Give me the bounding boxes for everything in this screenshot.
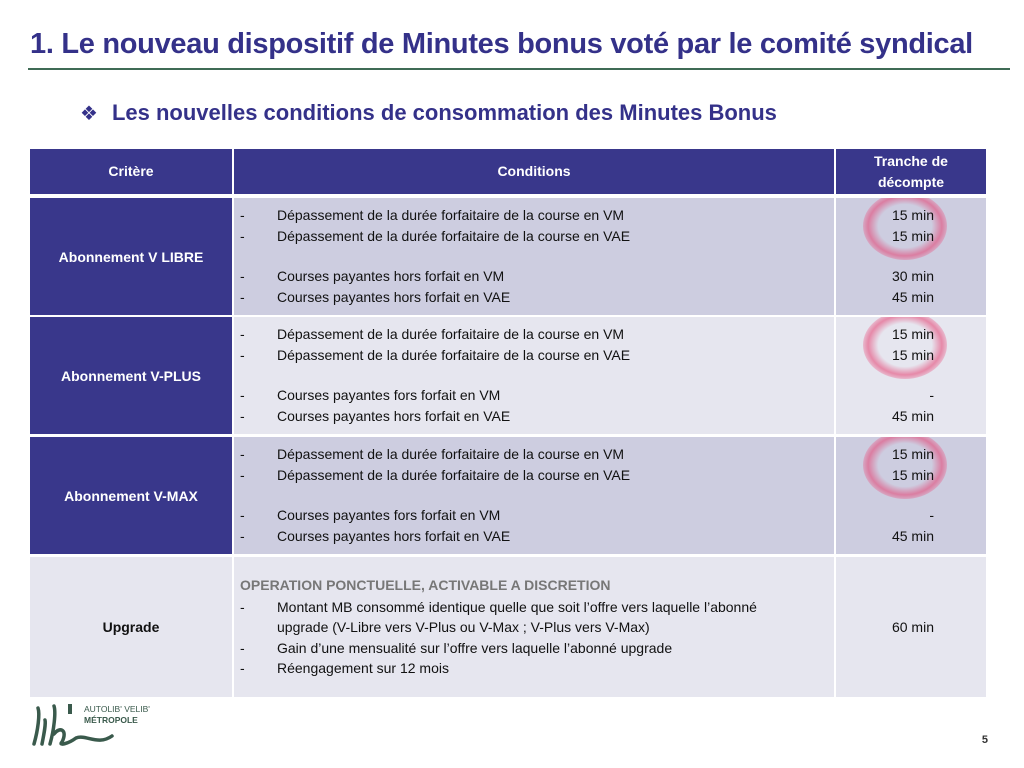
condition-text: Courses payantes fors forfait en VM (277, 387, 501, 403)
tranche-value: - (929, 507, 934, 523)
page-number: 5 (981, 734, 988, 746)
highlight-circle (863, 198, 947, 260)
tranche-value: 15 min (891, 347, 934, 363)
dash: - (240, 207, 245, 223)
tranche-value: 15 min (891, 207, 934, 223)
upgrade-item-cont: upgrade (V-Libre vers V-Plus ou V-Max ; … (277, 619, 650, 635)
condition-text: Dépassement de la durée forfaitaire de l… (277, 228, 631, 244)
condition-text: Courses payantes hors forfait en VM (277, 268, 505, 284)
title-divider (28, 68, 1010, 70)
condition-text: Courses payantes hors forfait en VAE (277, 528, 511, 544)
dash: - (240, 347, 245, 363)
dash: - (240, 660, 245, 676)
dash: - (240, 528, 245, 544)
upgrade-value: 60 min (891, 619, 934, 635)
criterion-v-libre: Abonnement V LIBRE (30, 198, 232, 315)
upgrade-item: Réengagement sur 12 mois (277, 660, 449, 676)
condition-text: Dépassement de la durée forfaitaire de l… (277, 326, 625, 342)
four-diamonds-icon: ❖ (80, 103, 98, 125)
values-v-max: 15 min 15 min - 45 min (836, 437, 986, 554)
values-v-plus: 15 min 15 min - 45 min (836, 317, 986, 434)
dash: - (240, 408, 245, 424)
condition-text: Dépassement de la durée forfaitaire de l… (277, 207, 625, 223)
lib-metropole-logo: AUTOLIB' VELIB' MÉTROPOLE (28, 700, 150, 753)
dash: - (240, 268, 245, 284)
condition-text: Courses payantes hors forfait en VAE (277, 289, 511, 305)
dash: - (240, 326, 245, 342)
dash: - (240, 387, 245, 403)
criterion-v-plus: Abonnement V-PLUS (30, 317, 232, 434)
logo-line1: AUTOLIB' VELIB' (84, 704, 150, 714)
subtitle-text: Les nouvelles conditions de consommation… (111, 100, 777, 125)
criterion-upgrade: Upgrade (30, 557, 232, 697)
tranche-value: 45 min (891, 408, 934, 424)
condition-text: Courses payantes hors forfait en VAE (277, 408, 511, 424)
dash: - (240, 599, 245, 615)
tranche-value: 15 min (891, 228, 934, 244)
slide-subtitle: ❖ Les nouvelles conditions de consommatio… (80, 100, 777, 126)
conditions-v-libre: - Dépassement de la durée forfaitaire de … (234, 198, 834, 315)
dash: - (240, 640, 245, 656)
tranche-value: 15 min (891, 446, 934, 462)
tranche-value: 45 min (891, 528, 934, 544)
dash: - (240, 289, 245, 305)
highlight-circle (863, 437, 947, 499)
tranche-value: - (929, 387, 934, 403)
logo-line2: MÉTROPOLE (84, 715, 138, 725)
tranche-value: 15 min (891, 467, 934, 483)
highlight-circle (863, 317, 947, 379)
condition-text: Dépassement de la durée forfaitaire de l… (277, 467, 631, 483)
dash: - (240, 507, 245, 523)
values-v-libre: 15 min 15 min 30 min 45 min (836, 198, 986, 315)
condition-text: Dépassement de la durée forfaitaire de l… (277, 446, 625, 462)
lib-logo-icon (32, 704, 114, 746)
upgrade-item: Montant MB consommé identique quelle que… (277, 599, 757, 615)
condition-text: Dépassement de la durée forfaitaire de l… (277, 347, 631, 363)
conditions-v-plus: - Dépassement de la durée forfaitaire de … (234, 317, 834, 434)
tranche-value: 30 min (891, 268, 934, 284)
conditions-v-max: - Dépassement de la durée forfaitaire de … (234, 437, 834, 554)
conditions-upgrade: OPERATION PONCTUELLE, ACTIVABLE A DISCRE… (234, 557, 834, 697)
dash: - (240, 228, 245, 244)
condition-text: Courses payantes fors forfait en VM (277, 507, 501, 523)
criterion-v-max: Abonnement V-MAX (30, 437, 232, 554)
upgrade-heading: OPERATION PONCTUELLE, ACTIVABLE A DISCRE… (240, 577, 611, 593)
slide-title: 1. Le nouveau dispositif de Minutes bonu… (30, 28, 973, 60)
tranche-value: 15 min (891, 326, 934, 342)
tranche-value: 45 min (891, 289, 934, 305)
header-conditions: Conditions (234, 149, 834, 194)
dash: - (240, 467, 245, 483)
header-tranche: Tranche de décompte (836, 149, 986, 194)
dash: - (240, 446, 245, 462)
upgrade-item: Gain d’une mensualité sur l’offre vers l… (277, 640, 673, 656)
header-criterion: Critère (30, 149, 232, 194)
value-upgrade-cell: 60 min (836, 557, 986, 697)
